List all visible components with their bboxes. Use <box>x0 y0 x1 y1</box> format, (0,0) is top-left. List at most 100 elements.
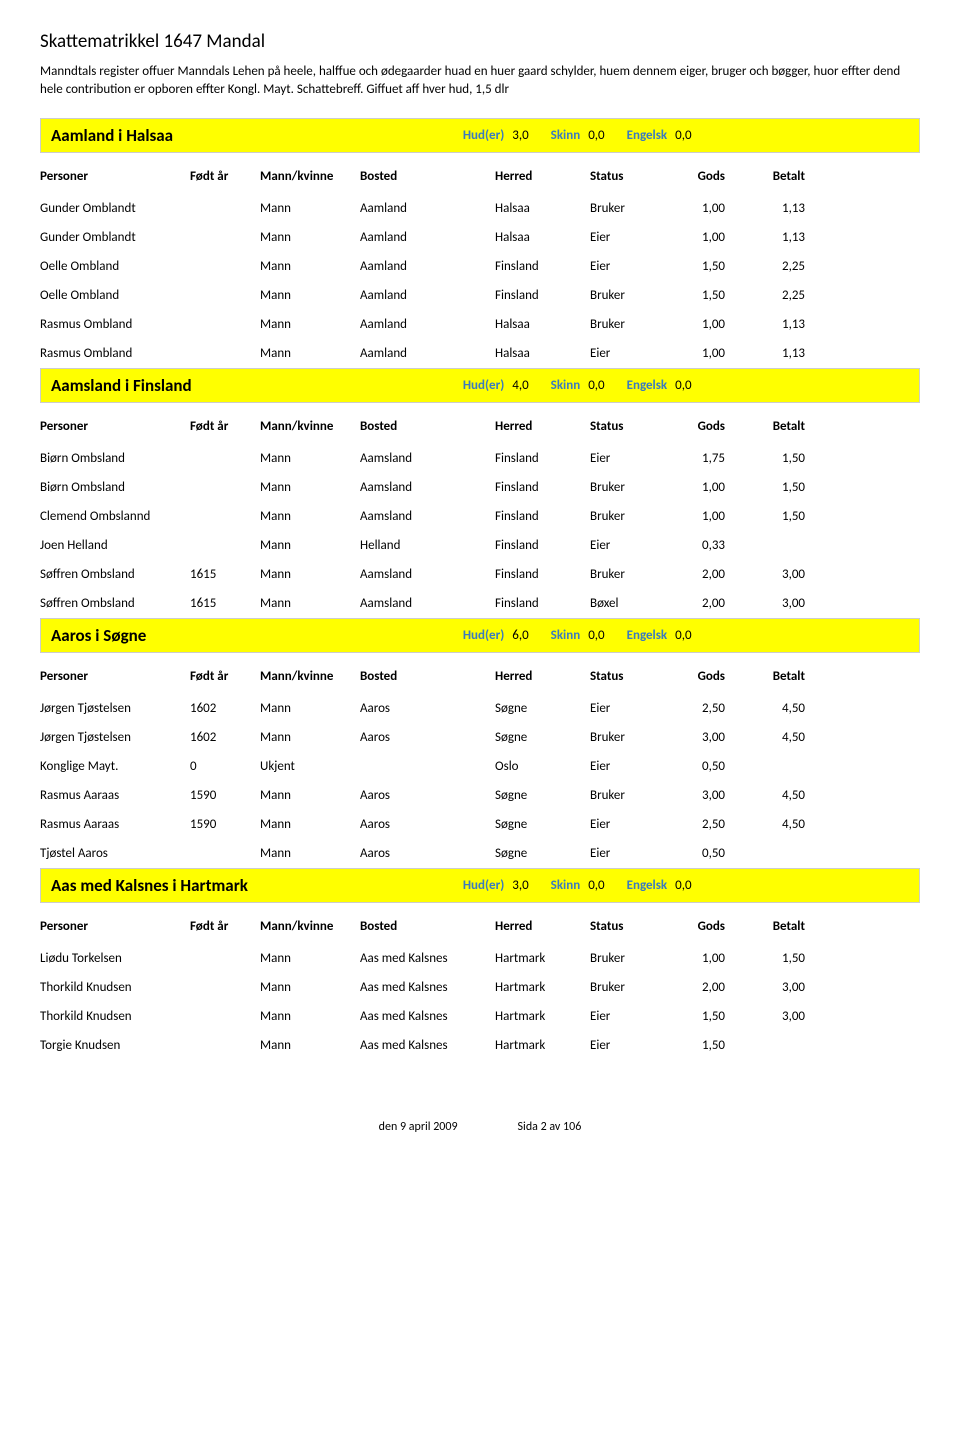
column-headers: PersonerFødt årMann/kvinneBostedHerredSt… <box>40 915 920 944</box>
cell-gods: 1,50 <box>675 1009 745 1024</box>
cell-mk: Mann <box>260 259 360 274</box>
hud-label: Hud(er) <box>463 128 504 143</box>
col-gods: Gods <box>675 169 745 184</box>
column-headers: PersonerFødt årMann/kvinneBostedHerredSt… <box>40 415 920 444</box>
cell-gods: 2,00 <box>675 596 745 611</box>
cell-gods: 1,00 <box>675 509 745 524</box>
cell-person: Jørgen Tjøstelsen <box>40 701 190 716</box>
cell-status: Bruker <box>590 317 675 332</box>
col-betalt: Betalt <box>745 669 805 684</box>
col-mk: Mann/kvinne <box>260 919 360 934</box>
cell-herred: Hartmark <box>495 1009 590 1024</box>
cell-herred: Oslo <box>495 759 590 774</box>
cell-person: Joen Helland <box>40 538 190 553</box>
cell-herred: Hartmark <box>495 1038 590 1053</box>
cell-gods: 3,00 <box>675 730 745 745</box>
cell-herred: Søgne <box>495 730 590 745</box>
cell-bosted: Aaros <box>360 788 495 803</box>
column-headers: PersonerFødt årMann/kvinneBostedHerredSt… <box>40 665 920 694</box>
cell-year <box>190 846 260 861</box>
cell-gods: 2,00 <box>675 980 745 995</box>
cell-person: Liødu Torkelsen <box>40 951 190 966</box>
col-gods: Gods <box>675 919 745 934</box>
col-status: Status <box>590 419 675 434</box>
skinn-label: Skinn <box>551 128 581 143</box>
cell-herred: Halsaa <box>495 346 590 361</box>
cell-betalt: 3,00 <box>745 567 805 582</box>
cell-herred: Finsland <box>495 567 590 582</box>
col-status: Status <box>590 169 675 184</box>
cell-mk: Mann <box>260 567 360 582</box>
cell-bosted: Aaros <box>360 817 495 832</box>
table-row: Biørn OmbslandMannAamslandFinslandBruker… <box>40 473 920 502</box>
cell-year <box>190 1009 260 1024</box>
cell-year <box>190 480 260 495</box>
cell-gods: 2,50 <box>675 701 745 716</box>
engelsk-value: 0,0 <box>675 378 691 393</box>
cell-person: Rasmus Ombland <box>40 317 190 332</box>
cell-person: Søffren Ombsland <box>40 567 190 582</box>
cell-betalt: 1,50 <box>745 951 805 966</box>
skinn-value: 0,0 <box>588 628 604 643</box>
cell-mk: Mann <box>260 730 360 745</box>
cell-status: Bruker <box>590 201 675 216</box>
cell-mk: Mann <box>260 201 360 216</box>
engelsk-value: 0,0 <box>675 628 691 643</box>
section-metrics: Hud(er)3,0Skinn0,0Engelsk0,0 <box>463 128 714 143</box>
section-metrics: Hud(er)4,0Skinn0,0Engelsk0,0 <box>463 378 714 393</box>
cell-status: Eier <box>590 538 675 553</box>
cell-herred: Søgne <box>495 846 590 861</box>
table-row: Tjøstel AarosMannAarosSøgneEier0,50 <box>40 839 920 868</box>
cell-mk: Mann <box>260 846 360 861</box>
page-title: Skattematrikkel 1647 Mandal <box>40 30 920 53</box>
cell-gods: 0,50 <box>675 759 745 774</box>
cell-year <box>190 538 260 553</box>
cell-betalt: 1,13 <box>745 201 805 216</box>
cell-herred: Finsland <box>495 538 590 553</box>
cell-gods: 2,00 <box>675 567 745 582</box>
cell-person: Thorkild Knudsen <box>40 1009 190 1024</box>
cell-status: Bruker <box>590 730 675 745</box>
cell-status: Eier <box>590 701 675 716</box>
cell-herred: Halsaa <box>495 230 590 245</box>
cell-herred: Finsland <box>495 509 590 524</box>
cell-person: Gunder Omblandt <box>40 201 190 216</box>
col-herred: Herred <box>495 919 590 934</box>
cell-person: Jørgen Tjøstelsen <box>40 730 190 745</box>
skinn-label: Skinn <box>551 878 581 893</box>
engelsk-value: 0,0 <box>675 128 691 143</box>
cell-mk: Mann <box>260 788 360 803</box>
table-row: Rasmus OmblandMannAamlandHalsaaBruker1,0… <box>40 310 920 339</box>
cell-gods: 1,50 <box>675 288 745 303</box>
cell-gods: 1,50 <box>675 259 745 274</box>
section-metrics: Hud(er)6,0Skinn0,0Engelsk0,0 <box>463 628 714 643</box>
cell-herred: Finsland <box>495 596 590 611</box>
cell-betalt: 3,00 <box>745 596 805 611</box>
footer-date: den 9 april 2009 <box>379 1120 458 1134</box>
cell-year: 1615 <box>190 596 260 611</box>
table-row: Jørgen Tjøstelsen1602MannAarosSøgneBruke… <box>40 723 920 752</box>
cell-betalt: 1,13 <box>745 230 805 245</box>
cell-betalt: 4,50 <box>745 701 805 716</box>
cell-bosted: Helland <box>360 538 495 553</box>
cell-year <box>190 1038 260 1053</box>
cell-status: Eier <box>590 346 675 361</box>
cell-betalt <box>745 538 805 553</box>
table-row: Konglige Mayt.0UkjentOsloEier0,50 <box>40 752 920 781</box>
section-title: Aamsland i Finsland <box>51 375 463 396</box>
hud-value: 3,0 <box>512 128 528 143</box>
skinn-value: 0,0 <box>588 878 604 893</box>
cell-status: Eier <box>590 846 675 861</box>
cell-bosted: Aamsland <box>360 480 495 495</box>
section-title: Aas med Kalsnes i Hartmark <box>51 875 463 896</box>
table-row: Søffren Ombsland1615MannAamslandFinsland… <box>40 560 920 589</box>
table-row: Thorkild KnudsenMannAas med KalsnesHartm… <box>40 973 920 1002</box>
cell-herred: Halsaa <box>495 201 590 216</box>
table-row: Søffren Ombsland1615MannAamslandFinsland… <box>40 589 920 618</box>
cell-year: 1590 <box>190 788 260 803</box>
cell-status: Bruker <box>590 951 675 966</box>
cell-mk: Mann <box>260 980 360 995</box>
col-fodt: Født år <box>190 919 260 934</box>
cell-person: Konglige Mayt. <box>40 759 190 774</box>
cell-year <box>190 201 260 216</box>
